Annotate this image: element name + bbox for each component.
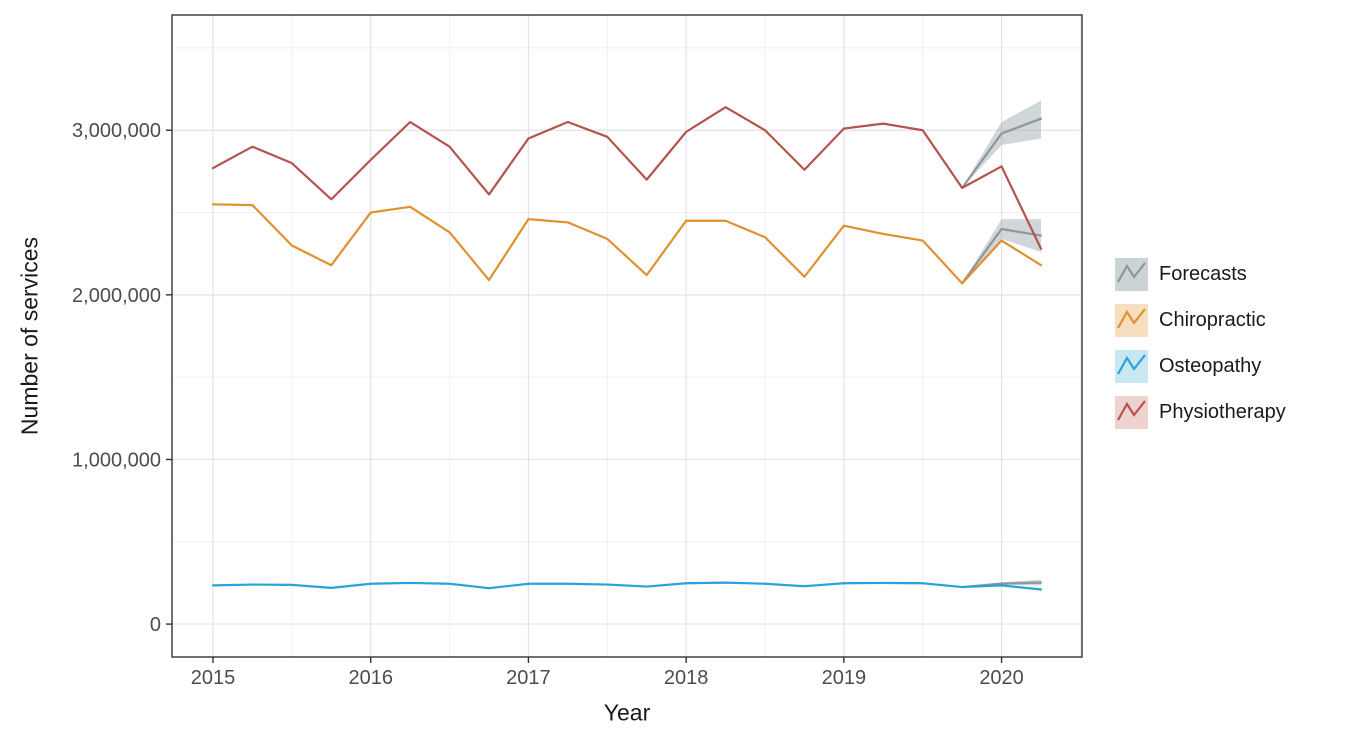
forecast-ribbon-chiropractic	[962, 219, 1041, 284]
legend-key-icon	[1115, 396, 1148, 429]
legend-key-icon	[1115, 258, 1148, 291]
series-line-physiotherapy	[211, 106, 1043, 250]
x-tick-label: 2015	[191, 667, 236, 689]
legend: Forecasts Chiropractic Osteopathy Physiothe…	[1115, 258, 1286, 429]
legend-label: Chiropractic	[1159, 309, 1266, 331]
y-tick-label: 2,000,000	[72, 285, 161, 307]
x-tick-label: 2018	[664, 667, 709, 689]
panel-background	[172, 15, 1082, 657]
legend-item-chiropractic: Chiropractic	[1115, 304, 1286, 337]
series-line-osteopathy	[211, 581, 1043, 591]
legend-label: Osteopathy	[1159, 355, 1262, 377]
legend-key-icon	[1115, 304, 1148, 337]
gridlines-minor	[172, 15, 1082, 657]
x-tick-label: 2016	[348, 667, 393, 689]
legend-label: Physiotherapy	[1159, 401, 1286, 423]
panel-border	[171, 14, 1083, 658]
legend-key-icon	[1115, 350, 1148, 383]
x-tick-label: 2020	[979, 667, 1024, 689]
x-axis-title: Year	[603, 699, 651, 726]
gridlines-major	[172, 15, 1082, 657]
x-tick-label: 2019	[822, 667, 867, 689]
legend-label: Forecasts	[1159, 263, 1247, 285]
forecast-line-chiropractic	[961, 227, 1043, 285]
y-axis-title: Number of services	[16, 236, 43, 436]
y-tick-label: 0	[150, 614, 161, 636]
x-tick-label: 2017	[506, 667, 551, 689]
y-tick-label: 1,000,000	[72, 449, 161, 471]
legend-item-physiotherapy: Physiotherapy	[1115, 396, 1286, 429]
legend-item-osteopathy: Osteopathy	[1115, 350, 1286, 383]
series-line-chiropractic	[211, 203, 1043, 285]
y-tick-label: 3,000,000	[72, 120, 161, 142]
axis-ticks: 2015 2016 2017 2018 2019 2020 0 1,000,000 2,000,…	[72, 120, 1024, 689]
legend-item-forecasts: Forecasts	[1115, 258, 1286, 291]
forecast-ribbon-physiotherapy	[962, 100, 1041, 188]
forecast-line-physiotherapy	[961, 117, 1043, 189]
